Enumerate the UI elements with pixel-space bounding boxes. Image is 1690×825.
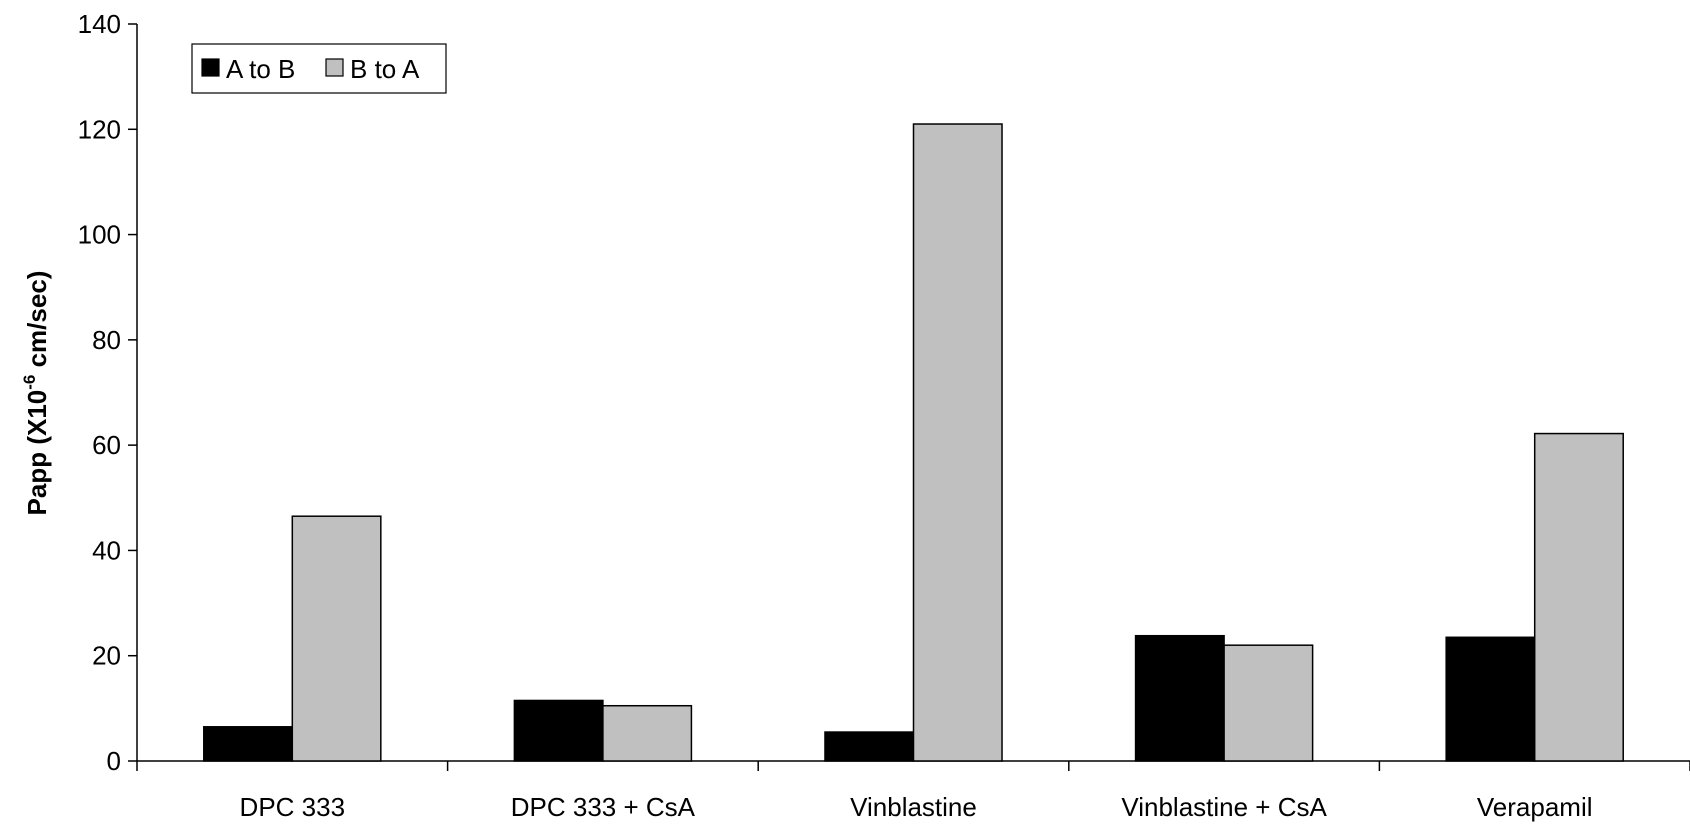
x-category-label: Vinblastine + CsA: [1121, 792, 1327, 822]
y-tick-label: 80: [92, 325, 121, 355]
bar-a-to-b: [1134, 634, 1225, 762]
legend-swatch-a-to-b: [201, 58, 220, 77]
bar-b-to-a: [602, 704, 693, 762]
bar-b-to-a: [912, 123, 1003, 762]
y-tick-label: 40: [92, 535, 121, 565]
y-tick-label: 0: [107, 746, 121, 776]
plot-area: 0 20 40 60 80 100 120 140 DPC 333 DPC 333 + CsA Vi…: [78, 9, 1690, 822]
y-tick-label: 60: [92, 430, 121, 460]
y-axis-label: Papp (X10-6 cm/sec): [20, 271, 52, 516]
x-category-label: Verapamil: [1477, 792, 1593, 822]
y-axis-label-main: Papp (X10: [22, 390, 52, 516]
x-category-label: Vinblastine: [850, 792, 977, 822]
legend-label-b-to-a: B to A: [350, 54, 420, 84]
y-tick-label: 120: [78, 114, 121, 144]
bar-b-to-a: [1223, 644, 1314, 762]
bar-b-to-a: [1533, 432, 1624, 762]
bar-b-to-a: [291, 515, 382, 762]
y-axis-label-superscript: -6: [20, 375, 39, 390]
legend-label-a-to-b: A to B: [226, 54, 295, 84]
x-category-label: DPC 333 + CsA: [511, 792, 696, 822]
bar-a-to-b: [1445, 636, 1536, 762]
bar-a-to-b: [203, 726, 294, 762]
bar-a-to-b: [513, 699, 604, 762]
x-category-label: DPC 333: [240, 792, 346, 822]
legend-box: [191, 43, 447, 94]
legend-swatch-b-to-a: [325, 58, 344, 77]
y-tick-label: 140: [78, 9, 121, 39]
legend: A to B B to A: [191, 43, 447, 94]
y-tick-label: 100: [78, 220, 121, 250]
bar-a-to-b: [824, 731, 915, 762]
y-axis-label-suffix: cm/sec): [22, 271, 52, 375]
y-tick-label: 20: [92, 641, 121, 671]
